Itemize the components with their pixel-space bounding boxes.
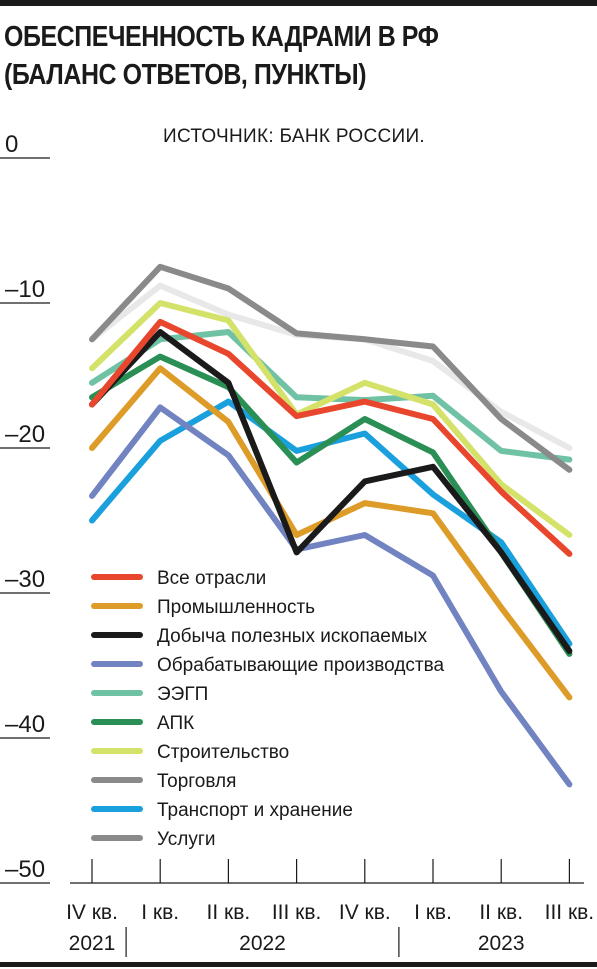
legend-label: ЭЭГП [157,684,208,705]
chart-title-line-1: ОБЕСПЕЧЕННОСТЬ КАДРАМИ В РФ [4,21,439,53]
series-line [89,404,573,788]
y-tick-label: –50 [5,856,45,883]
y-tick-label: –20 [5,421,45,448]
legend-label: Торговля [157,771,236,792]
legend-label: Все отрасли [157,568,266,589]
x-tick-label: IV кв. [339,901,391,924]
x-tick-label: IV кв. [66,901,118,924]
year-label: 2022 [239,932,286,955]
series-line [89,300,573,538]
legend-label: АПК [157,713,194,734]
series-line [89,282,573,451]
series-line [89,263,573,473]
y-tick-label: –10 [5,276,45,303]
year-label: 2023 [478,932,525,955]
y-tick-label: –40 [5,711,45,738]
legend-label: Услуги [157,829,215,850]
x-tick-label: II кв. [479,901,523,924]
legend-label: Обрабатывающие производства [157,655,444,676]
top-rule [0,0,597,6]
legend-label: Добыча полезных ископаемых [157,626,428,647]
legend-label: Строительство [157,742,289,763]
x-tick-label: III кв. [272,901,322,924]
y-tick-label: 0 [5,131,18,158]
source-note: ИСТОЧНИК: БАНК РОССИИ. [163,126,425,147]
series-line [89,318,573,557]
x-tick-label: I кв. [141,901,179,924]
legend-label: Промышленность [157,597,315,618]
legend-label: Транспорт и хранение [157,800,353,821]
x-tick-label: III кв. [545,901,595,924]
x-tick-label: II кв. [207,901,251,924]
x-tick-label: I кв. [414,901,452,924]
chart-title-line-2: (БАЛАНС ОТВЕТОВ, ПУНКТЫ) [4,59,367,91]
bottom-rule [0,962,597,967]
series-line [89,329,573,654]
y-tick-label: –30 [5,566,45,593]
chart-title: ОБЕСПЕЧЕННОСТЬ КАДРАМИ В РФ (БАЛАНС ОТВЕ… [4,18,594,94]
year-label: 2021 [69,932,116,955]
